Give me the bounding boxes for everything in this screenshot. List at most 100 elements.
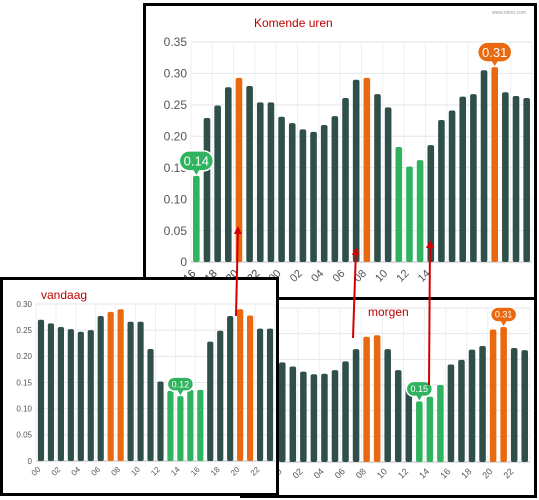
chart-title-komende-uren: Komende uren [254, 16, 333, 30]
x-tick-label: 12 [394, 268, 411, 285]
bar-komende-uren-05 [331, 116, 339, 263]
bar-morgen-02 [300, 371, 307, 462]
bar-komende-uren-07 [352, 79, 360, 262]
x-tick-label: 22 [249, 465, 262, 478]
bar-komende-uren-15 [438, 119, 445, 262]
x-tick-label: 08 [109, 465, 122, 478]
callout-morgen-0.15: 0.15 [405, 380, 434, 401]
x-tick-label: 06 [333, 466, 347, 480]
y-tick-label: 0.20 [16, 352, 32, 361]
bar-komende-uren-08 [363, 77, 371, 262]
y-tick-label: 0.15 [16, 378, 32, 387]
bar-komende-uren-18 [470, 94, 477, 263]
bar-komende-uren-19 [480, 70, 488, 263]
bar-morgen-11 [394, 370, 402, 462]
callout-label: 0.31 [482, 45, 507, 60]
bar-vandaag-05 [87, 330, 94, 461]
y-tick-label: 0.20 [164, 129, 188, 143]
x-tick-label: 02 [288, 268, 305, 285]
x-tick-label: 10 [375, 466, 389, 480]
x-tick-label: 16 [438, 466, 452, 480]
bar-morgen-13 [416, 401, 423, 462]
bar-vandaag-16 [197, 389, 204, 461]
x-tick-label: 10 [129, 465, 142, 478]
x-tick-label: 04 [70, 465, 83, 478]
y-tick-label: 0.35 [164, 35, 188, 49]
bar-komende-uren-12 [406, 166, 413, 262]
y-tick-label: 0.30 [16, 300, 32, 309]
callout-pointer [193, 169, 200, 175]
x-tick-label: 04 [312, 466, 326, 480]
callout-pointer [416, 395, 423, 401]
bar-morgen-08 [363, 336, 370, 462]
callout-morgen-0.31: 0.31 [489, 306, 518, 326]
bar-morgen-20 [489, 329, 497, 462]
chart-credit: www.stero.com [492, 10, 526, 16]
bar-vandaag-19 [227, 316, 234, 461]
bar-komende-uren-13 [416, 160, 424, 262]
x-tick-label: 08 [352, 268, 369, 285]
bar-morgen-12 [405, 386, 413, 462]
bar-vandaag-15 [187, 389, 194, 461]
x-tick-label: 02 [50, 465, 63, 478]
bar-vandaag-18 [217, 330, 224, 461]
y-tick-label: 0.25 [164, 98, 188, 112]
callout-label: 0.12 [172, 379, 190, 389]
x-tick-label: 14 [417, 466, 431, 480]
bar-komende-uren-22 [512, 96, 520, 262]
x-tick-label: 20 [229, 465, 242, 478]
bar-komende-uren-06 [342, 97, 349, 262]
bar-komende-uren-22 [256, 102, 264, 262]
bar-morgen-07 [352, 349, 360, 462]
bar-morgen-23 [521, 350, 528, 462]
x-tick-label: 08 [354, 466, 368, 480]
bar-komende-uren-09 [374, 94, 381, 263]
chart-title-morgen: morgen [368, 305, 409, 319]
x-tick-label: 16 [189, 465, 202, 478]
bar-morgen-17 [458, 359, 465, 462]
bar-vandaag-13 [167, 390, 174, 461]
bar-komende-uren-14 [427, 145, 435, 262]
bar-vandaag-06 [97, 316, 104, 461]
bar-vandaag-02 [57, 327, 64, 461]
x-tick-label: 06 [89, 465, 102, 478]
bar-komende-uren-00 [278, 116, 285, 262]
callout-pointer [177, 390, 184, 396]
bar-komende-uren-21 [502, 92, 509, 263]
y-tick-label: 0.05 [16, 431, 32, 440]
y-tick-label: 0.05 [164, 224, 188, 238]
bar-komende-uren-02 [299, 129, 307, 262]
bar-komende-uren-19 [224, 87, 232, 262]
x-tick-label: 14 [169, 465, 182, 478]
bar-morgen-10 [384, 349, 391, 462]
bar-morgen-06 [342, 361, 349, 462]
x-tick-label: 06 [330, 268, 347, 285]
bar-vandaag-01 [47, 323, 55, 461]
bar-vandaag-09 [127, 321, 134, 461]
chart-title-vandaag: vandaag [41, 288, 88, 302]
bar-vandaag-03 [67, 329, 74, 461]
bar-morgen-03 [310, 374, 318, 462]
bar-komende-uren-01 [288, 123, 296, 262]
x-tick-label: 12 [149, 465, 162, 478]
bar-komende-uren-23 [267, 102, 275, 262]
bar-vandaag-07 [107, 311, 114, 461]
bar-morgen-14 [426, 396, 434, 462]
y-tick-label: 0 [180, 255, 187, 269]
x-tick-label: 20 [480, 466, 494, 480]
bar-vandaag-22 [256, 328, 264, 461]
bar-morgen-16 [447, 364, 455, 462]
bar-morgen-21 [500, 326, 507, 462]
bar-morgen-05 [331, 370, 339, 462]
y-tick-label: 0 [28, 457, 33, 466]
bar-komende-uren-23 [523, 97, 530, 262]
chart-panel-vandaag: 0 0.05 0.10 0.15 0.20 0.25 0.30 00 02 04 06 08 10 12 1… [0, 277, 279, 496]
bar-vandaag-11 [147, 349, 154, 461]
bar-vandaag-04 [77, 331, 84, 461]
bar-vandaag-00 [37, 319, 45, 461]
bar-vandaag-10 [137, 321, 144, 461]
bar-morgen-19 [479, 345, 486, 462]
bar-komende-uren-17 [459, 96, 467, 262]
